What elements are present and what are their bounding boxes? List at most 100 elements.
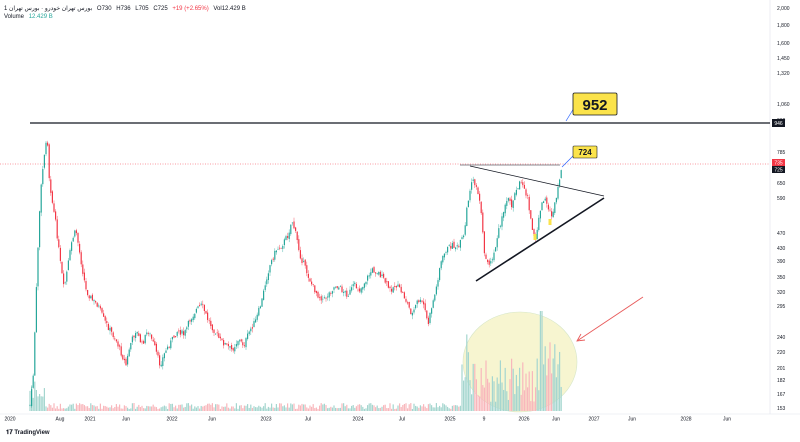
candle-body (95, 301, 97, 303)
candle-body (405, 298, 407, 302)
candle-body (232, 348, 234, 351)
candle-body (383, 273, 385, 278)
candle-body (487, 259, 489, 262)
candle-body (187, 321, 189, 327)
candle-body (469, 190, 471, 201)
y-tick-label: 650 (777, 181, 786, 187)
volume-bar (135, 408, 137, 411)
volume-bar (251, 407, 253, 411)
volume-bar (261, 407, 263, 411)
candle-body (128, 349, 130, 357)
volume-bar (434, 407, 436, 411)
volume-bar (72, 403, 74, 411)
candle-body (255, 319, 257, 323)
volume-bar (79, 403, 81, 411)
volume-bar (533, 401, 535, 411)
volume-bar (311, 406, 313, 411)
volume-bar (424, 406, 426, 411)
candle-body (541, 202, 543, 211)
candle-body (80, 252, 82, 265)
volume-bar (215, 404, 217, 411)
candle-body (408, 301, 410, 308)
x-axis[interactable]: 2020 Aug 2021 Jun 2022 Jun 2023 Jul 2024 Jul 2025 9… (4, 417, 731, 423)
candle-body (279, 247, 281, 249)
volume-bars (29, 311, 562, 411)
candle-body (123, 358, 125, 361)
candles (29, 140, 562, 408)
volume-bar (45, 406, 47, 411)
y-tick-label: 2,000 (777, 6, 790, 12)
y-axis[interactable]: 2,0001,8001,6001,4501,3201,0609607856505… (777, 6, 790, 412)
volume-bar (352, 405, 354, 411)
volume-bar (301, 403, 303, 411)
volume-bar (493, 381, 495, 411)
volume-bar (290, 403, 292, 411)
volume-bar (37, 396, 39, 411)
volume-bar (467, 352, 469, 411)
candle-body (549, 209, 551, 211)
volume-bar (239, 405, 241, 411)
volume-bar (299, 405, 301, 411)
candle-body (111, 327, 113, 332)
candle-body (370, 272, 372, 276)
candle-body (55, 211, 57, 220)
volume-bar (259, 406, 261, 411)
candle-body (235, 344, 237, 347)
candle-body (135, 333, 137, 338)
volume-bar (207, 403, 209, 411)
candle-body (58, 239, 60, 248)
candle-body (75, 230, 77, 234)
volume-bar (347, 408, 349, 411)
volume-bar (314, 408, 316, 411)
volume-bar (544, 346, 546, 411)
candle-body (485, 254, 487, 259)
volume-bar (408, 404, 410, 411)
candle-body (227, 344, 229, 347)
candle-body (555, 197, 557, 203)
candle-body (346, 290, 348, 297)
candle-body (50, 179, 52, 193)
candle-body (479, 193, 481, 201)
candle-body (32, 375, 34, 388)
candle-body (391, 288, 393, 292)
volume-bar (138, 404, 140, 411)
candle-body (440, 261, 442, 269)
volume-bar (463, 380, 465, 411)
candle-body (547, 204, 549, 210)
candle-body (304, 259, 306, 266)
volume-bar (264, 403, 266, 411)
volume-bar (107, 407, 109, 411)
candle-body (229, 346, 231, 348)
volume-bar (130, 408, 132, 411)
x-tick-label: 2020 (4, 417, 15, 423)
candle-body (143, 341, 145, 344)
candle-body (357, 289, 359, 291)
volume-bar (47, 407, 49, 411)
breakout-label-text: 724 (578, 148, 592, 157)
candle-body (527, 195, 529, 197)
volume-bar (328, 407, 330, 411)
candle-body (439, 268, 441, 281)
candle-body (72, 237, 74, 242)
candle-body (51, 191, 53, 203)
volume-bar (109, 407, 111, 411)
volume-bar (391, 408, 393, 411)
candle-body (413, 309, 415, 313)
volume-bar (40, 396, 42, 411)
ohlc-open: O730 (96, 6, 112, 12)
volume-bar (279, 403, 281, 411)
candle-body (365, 281, 367, 285)
candle-body (37, 247, 39, 287)
volume-bar (515, 374, 517, 411)
volume-bar (199, 408, 201, 411)
candle-body (266, 279, 268, 285)
candle-body (280, 247, 282, 249)
candle-body (90, 296, 92, 299)
volume-bar (426, 408, 428, 411)
volume-bar (522, 362, 524, 411)
candle-body (355, 283, 357, 289)
volume-bar (496, 377, 498, 411)
legend-main: 1 بورس تهران خودرو · بورس تهران O730 H73… (4, 5, 249, 12)
volume-bar (368, 403, 370, 411)
